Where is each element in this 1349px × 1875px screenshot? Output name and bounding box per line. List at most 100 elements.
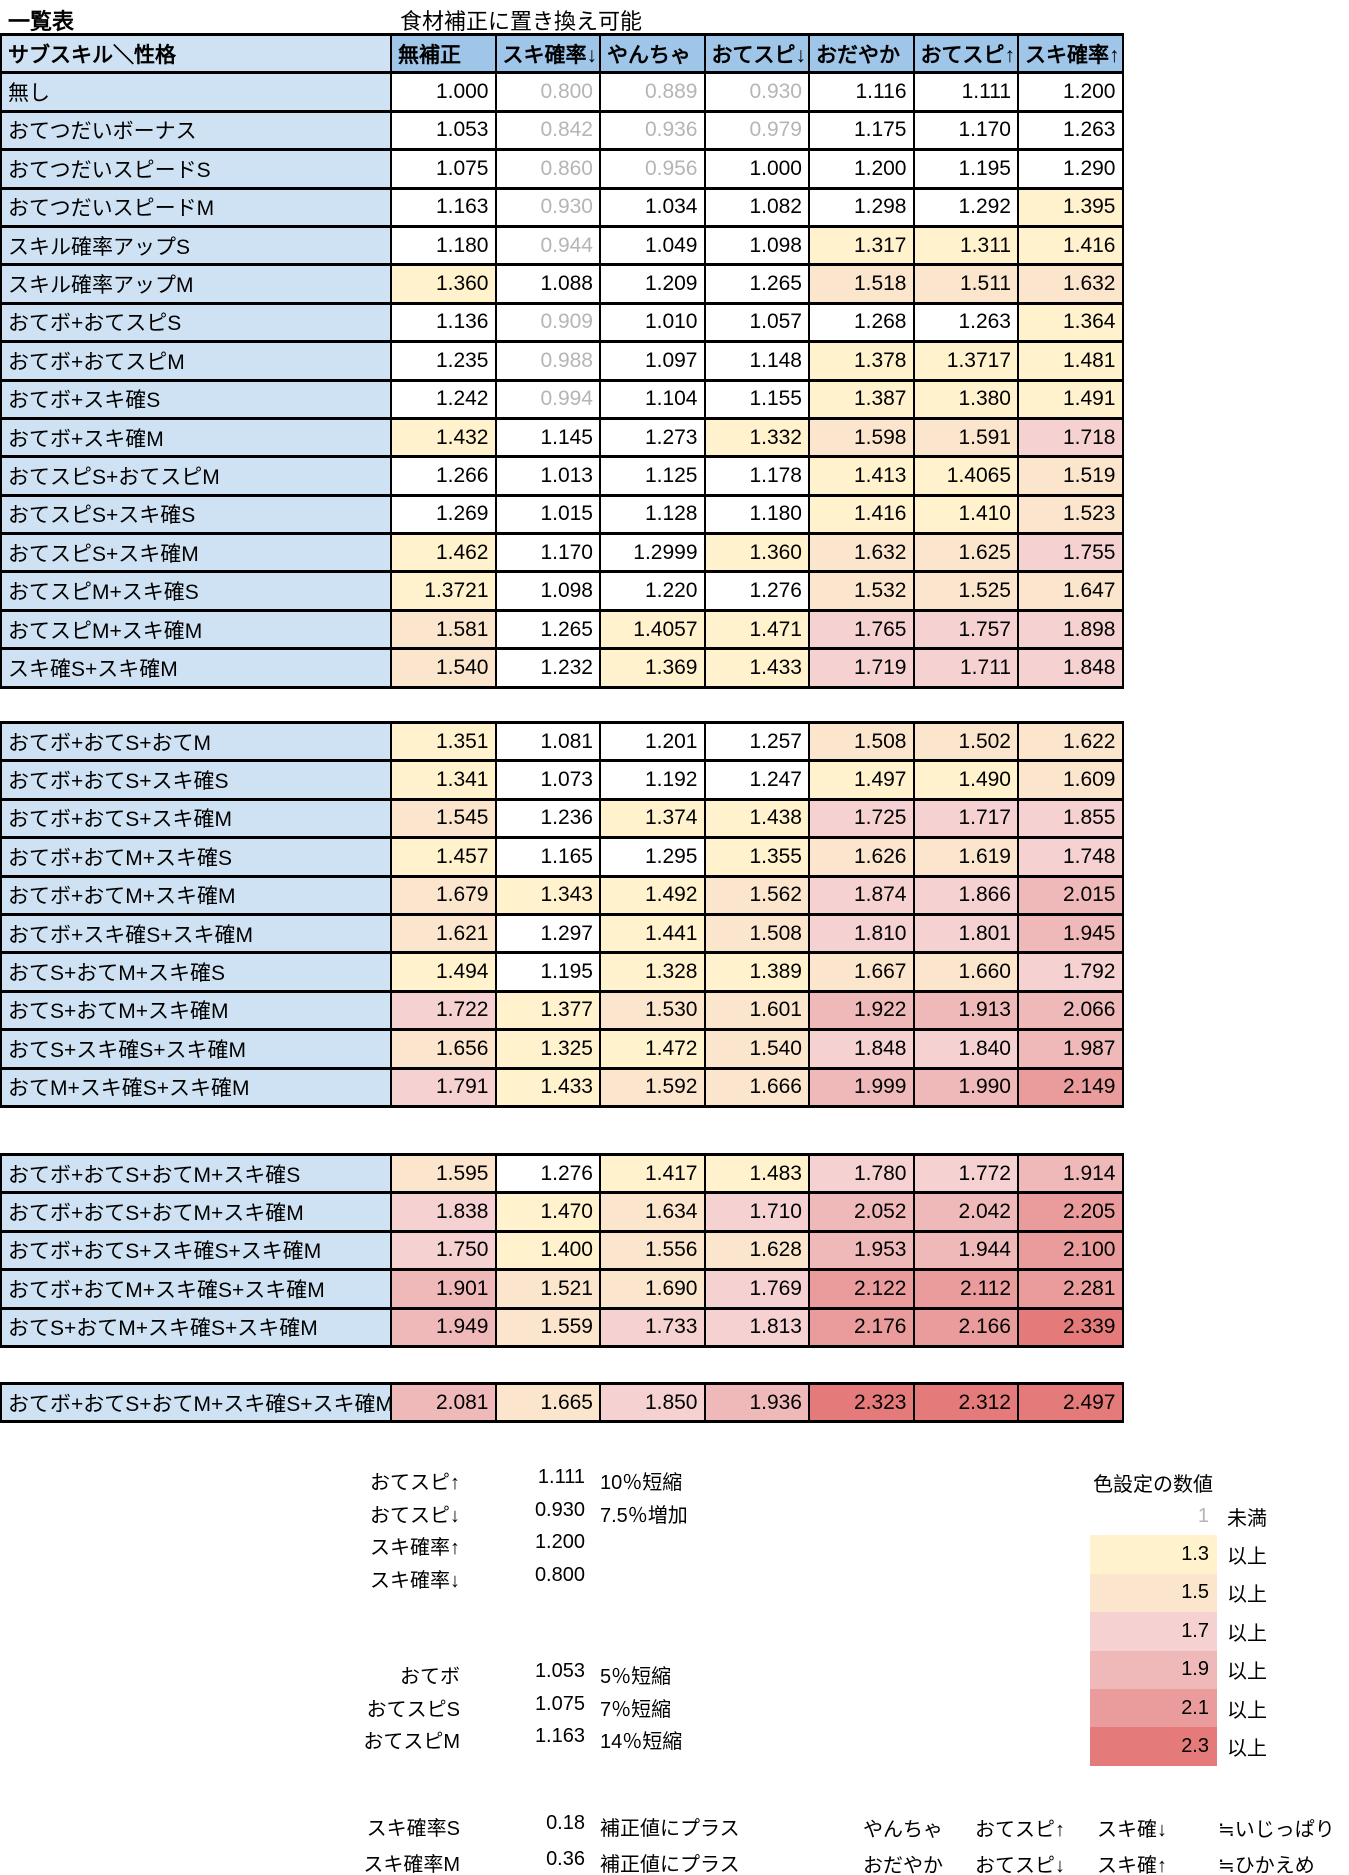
- value-cell[interactable]: 1.523: [1019, 496, 1124, 536]
- value-cell[interactable]: 1.013: [496, 458, 601, 497]
- value-cell[interactable]: 1.922: [810, 992, 915, 1032]
- value-cell[interactable]: 0.956: [601, 151, 706, 190]
- value-cell[interactable]: 1.848: [1019, 650, 1124, 689]
- row-label-cell[interactable]: おてボ+スキ確S+スキ確M: [2, 915, 392, 955]
- value-cell[interactable]: 1.990: [914, 1069, 1019, 1108]
- value-cell[interactable]: 1.292: [914, 189, 1019, 228]
- row-label-cell[interactable]: スキル確率アップM: [2, 266, 392, 305]
- value-cell[interactable]: 1.165: [496, 839, 601, 878]
- value-cell[interactable]: 0.994: [496, 381, 601, 420]
- value-cell[interactable]: 1.647: [1019, 573, 1124, 612]
- row-label-cell[interactable]: おてS+スキ確S+スキ確M: [2, 1031, 392, 1070]
- value-cell[interactable]: 1.073: [496, 762, 601, 801]
- value-cell[interactable]: 1.034: [601, 189, 706, 228]
- value-cell[interactable]: 1.801: [914, 915, 1019, 955]
- row-label-cell[interactable]: おてS+おてM+スキ確M: [2, 992, 392, 1032]
- value-cell[interactable]: 1.410: [914, 496, 1019, 536]
- value-cell[interactable]: 1.556: [601, 1232, 706, 1272]
- value-cell[interactable]: 1.665: [496, 1385, 601, 1424]
- value-cell[interactable]: 1.355: [705, 839, 810, 878]
- value-cell[interactable]: 1.269: [392, 496, 497, 536]
- value-cell[interactable]: 1.098: [705, 227, 810, 267]
- value-cell[interactable]: 1.328: [601, 954, 706, 993]
- value-cell[interactable]: 1.387: [810, 381, 915, 420]
- value-cell[interactable]: 1.057: [705, 304, 810, 344]
- value-cell[interactable]: 1.913: [914, 992, 1019, 1032]
- value-cell[interactable]: 1.360: [705, 535, 810, 574]
- value-cell[interactable]: 2.052: [810, 1194, 915, 1233]
- value-cell[interactable]: 1.4057: [601, 611, 706, 651]
- value-cell[interactable]: 1.508: [810, 724, 915, 763]
- row-label-cell[interactable]: おてボ+おてスピM: [2, 343, 392, 382]
- value-cell[interactable]: 1.295: [601, 839, 706, 878]
- value-cell[interactable]: 1.810: [810, 915, 915, 955]
- row-label-cell[interactable]: スキル確率アップS: [2, 227, 392, 267]
- row-label-cell[interactable]: おてボ+おてM+スキ確S: [2, 839, 392, 878]
- value-cell[interactable]: 1.914: [1019, 1156, 1124, 1195]
- value-cell[interactable]: 2.112: [914, 1271, 1019, 1310]
- value-cell[interactable]: 1.530: [601, 992, 706, 1032]
- value-cell[interactable]: 1.416: [810, 496, 915, 536]
- value-cell[interactable]: 1.263: [1019, 112, 1124, 152]
- column-header-cell[interactable]: おだやか: [810, 36, 915, 75]
- value-cell[interactable]: 1.491: [1019, 381, 1124, 420]
- value-cell[interactable]: 1.297: [496, 915, 601, 955]
- value-cell[interactable]: 0.800: [496, 74, 601, 113]
- value-cell[interactable]: 1.722: [392, 992, 497, 1032]
- value-cell[interactable]: 1.200: [1019, 74, 1124, 113]
- value-cell[interactable]: 1.351: [392, 724, 497, 763]
- row-label-cell[interactable]: おてスピS+おてスピM: [2, 458, 392, 497]
- row-label-cell[interactable]: おてボ+おてM+スキ確M: [2, 877, 392, 916]
- value-cell[interactable]: 2.100: [1019, 1232, 1124, 1272]
- value-cell[interactable]: 1.195: [914, 151, 1019, 190]
- value-cell[interactable]: 1.621: [392, 915, 497, 955]
- row-label-cell[interactable]: おてスピS+スキ確M: [2, 535, 392, 574]
- value-cell[interactable]: 1.416: [1019, 227, 1124, 267]
- value-cell[interactable]: 1.298: [810, 189, 915, 228]
- value-cell[interactable]: 1.377: [496, 992, 601, 1032]
- value-cell[interactable]: 2.281: [1019, 1271, 1124, 1310]
- row-label-cell[interactable]: おてM+スキ確S+スキ確M: [2, 1069, 392, 1108]
- value-cell[interactable]: 1.2999: [601, 535, 706, 574]
- value-cell[interactable]: 1.626: [810, 839, 915, 878]
- value-cell[interactable]: 1.200: [810, 151, 915, 190]
- value-cell[interactable]: 1.559: [496, 1309, 601, 1348]
- value-cell[interactable]: 0.944: [496, 227, 601, 267]
- row-label-cell[interactable]: おてボ+おてS+おてM+スキ確M: [2, 1194, 392, 1233]
- value-cell[interactable]: 0.979: [705, 112, 810, 152]
- row-label-cell[interactable]: おてボ+おてスピS: [2, 304, 392, 344]
- column-header-cell[interactable]: やんちゃ: [601, 36, 706, 75]
- value-cell[interactable]: 1.666: [705, 1069, 810, 1108]
- value-cell[interactable]: 1.457: [392, 839, 497, 878]
- value-cell[interactable]: 2.312: [914, 1385, 1019, 1424]
- value-cell[interactable]: 1.242: [392, 381, 497, 420]
- value-cell[interactable]: 1.511: [914, 266, 1019, 305]
- value-cell[interactable]: 1.711: [914, 650, 1019, 689]
- value-cell[interactable]: 1.082: [705, 189, 810, 228]
- value-cell[interactable]: 1.433: [496, 1069, 601, 1108]
- value-cell[interactable]: 1.180: [392, 227, 497, 267]
- value-cell[interactable]: 1.944: [914, 1232, 1019, 1272]
- value-cell[interactable]: 1.634: [601, 1194, 706, 1233]
- value-cell[interactable]: 1.075: [392, 151, 497, 190]
- column-header-cell[interactable]: おてスピ↓: [705, 36, 810, 75]
- row-label-cell[interactable]: おてS+おてM+スキ確S+スキ確M: [2, 1309, 392, 1348]
- value-cell[interactable]: 1.104: [601, 381, 706, 420]
- value-cell[interactable]: 1.170: [914, 112, 1019, 152]
- value-cell[interactable]: 1.053: [392, 112, 497, 152]
- value-cell[interactable]: 1.317: [810, 227, 915, 267]
- value-cell[interactable]: 1.901: [392, 1271, 497, 1310]
- value-cell[interactable]: 1.519: [1019, 458, 1124, 497]
- value-cell[interactable]: 1.128: [601, 496, 706, 536]
- value-cell[interactable]: 1.757: [914, 611, 1019, 651]
- row-label-cell[interactable]: おてつだいボーナス: [2, 112, 392, 152]
- value-cell[interactable]: 1.591: [914, 419, 1019, 459]
- value-cell[interactable]: 1.433: [705, 650, 810, 689]
- value-cell[interactable]: 1.840: [914, 1031, 1019, 1070]
- value-cell[interactable]: 1.369: [601, 650, 706, 689]
- value-cell[interactable]: 1.625: [914, 535, 1019, 574]
- value-cell[interactable]: 1.502: [914, 724, 1019, 763]
- value-cell[interactable]: 1.945: [1019, 915, 1124, 955]
- value-cell[interactable]: 1.332: [705, 419, 810, 459]
- value-cell[interactable]: 1.765: [810, 611, 915, 651]
